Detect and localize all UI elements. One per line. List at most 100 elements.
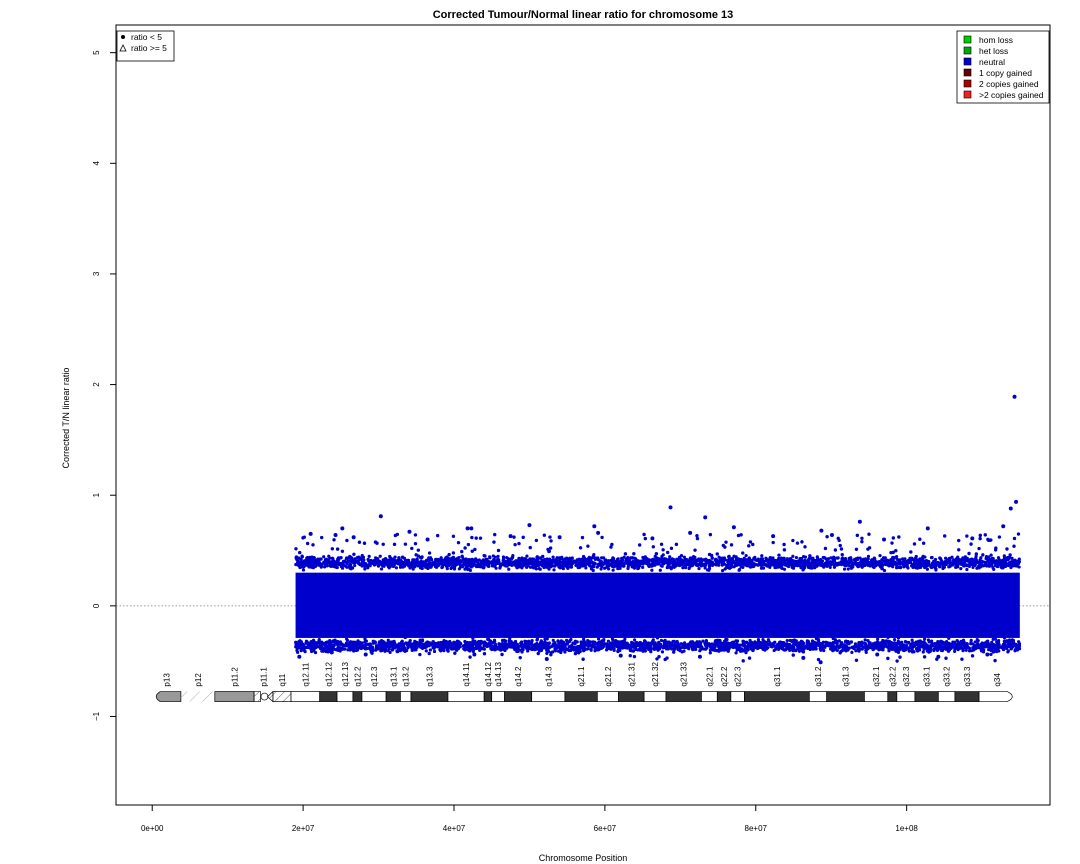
data-point: [342, 647, 347, 651]
data-point: [930, 639, 934, 643]
data-point: [662, 642, 666, 646]
data-point: [797, 563, 802, 568]
data-point: [896, 646, 900, 650]
data-point: [981, 643, 985, 647]
data-point: [543, 640, 547, 644]
data-point: [528, 565, 533, 569]
data-point: [973, 557, 977, 561]
data-point: [592, 640, 597, 644]
data-point: [849, 566, 853, 570]
data-point: [818, 558, 822, 562]
data-point: [838, 645, 842, 649]
data-point: [497, 642, 502, 646]
data-point: [631, 564, 635, 568]
data-point: [427, 565, 431, 569]
data-point: [719, 648, 723, 652]
data-point: [704, 639, 708, 643]
data-point: [347, 559, 351, 563]
data-point: [687, 566, 691, 571]
data-point: [674, 641, 678, 645]
data-point: [540, 645, 545, 649]
data-point: [803, 563, 807, 567]
data-point: [312, 639, 316, 644]
data-point: [943, 556, 948, 560]
data-point: [962, 557, 966, 562]
x-tick-label: 6e+07: [594, 824, 617, 833]
data-point: [313, 651, 318, 655]
data-point: [993, 637, 998, 641]
data-band-core: [295, 572, 1020, 638]
data-point: [881, 556, 886, 560]
data-point: [551, 555, 555, 559]
data-point: [599, 561, 604, 565]
data-point: [721, 642, 725, 646]
data-point: [432, 646, 436, 650]
data-point: [376, 558, 380, 562]
data-point: [660, 650, 665, 654]
data-point: [313, 646, 317, 650]
data-point: [734, 639, 738, 643]
data-point: [1002, 636, 1007, 640]
data-point: [831, 560, 835, 564]
data-point: [668, 560, 672, 564]
data-point: [663, 638, 667, 642]
data-point: [849, 640, 854, 644]
data-point: [478, 648, 482, 653]
data-point: [496, 558, 500, 562]
data-point: [855, 557, 860, 562]
data-point: [1002, 639, 1006, 643]
data-point: [468, 568, 473, 573]
data-point: [606, 639, 611, 643]
data-point: [763, 648, 767, 652]
data-point: [613, 563, 618, 567]
data-point: [440, 560, 444, 565]
data-point: [825, 557, 830, 561]
data-point: [641, 649, 645, 653]
data-point: [351, 642, 355, 646]
data-point: [603, 642, 607, 646]
data-point: [398, 565, 403, 569]
data-point: [973, 640, 977, 644]
data-point: [474, 644, 479, 648]
data-point: [761, 637, 765, 642]
data-point: [441, 565, 445, 569]
data-point: [836, 563, 840, 567]
data-point: [684, 558, 688, 562]
data-point: [463, 639, 467, 644]
x-tick-label: 1e+08: [895, 824, 918, 833]
data-point: [1006, 649, 1010, 653]
data-point: [631, 649, 635, 653]
data-point: [325, 640, 329, 644]
data-point: [1002, 554, 1006, 558]
data-point: [447, 641, 451, 645]
data-point: [532, 562, 536, 566]
data-point: [331, 557, 335, 561]
data-point: [723, 567, 727, 571]
data-point: [437, 562, 441, 566]
data-point: [771, 642, 775, 646]
data-point: [895, 566, 899, 570]
data-point: [728, 566, 732, 570]
data-point: [385, 563, 389, 567]
data-point: [975, 637, 979, 642]
data-point: [649, 564, 654, 568]
data-point: [828, 560, 832, 564]
data-point: [675, 643, 680, 647]
data-point: [444, 639, 448, 644]
data-point: [971, 563, 975, 567]
data-point: [929, 556, 934, 560]
data-point: [310, 560, 315, 564]
data-point: [905, 564, 909, 569]
data-point: [631, 645, 636, 649]
data-point: [768, 562, 772, 566]
data-point: [901, 643, 905, 647]
data-point: [780, 566, 784, 570]
data-point: [935, 648, 939, 652]
data-point: [718, 644, 722, 648]
data-point: [748, 638, 752, 643]
data-point: [862, 563, 866, 567]
data-point: [623, 644, 627, 649]
data-point: [922, 562, 926, 566]
